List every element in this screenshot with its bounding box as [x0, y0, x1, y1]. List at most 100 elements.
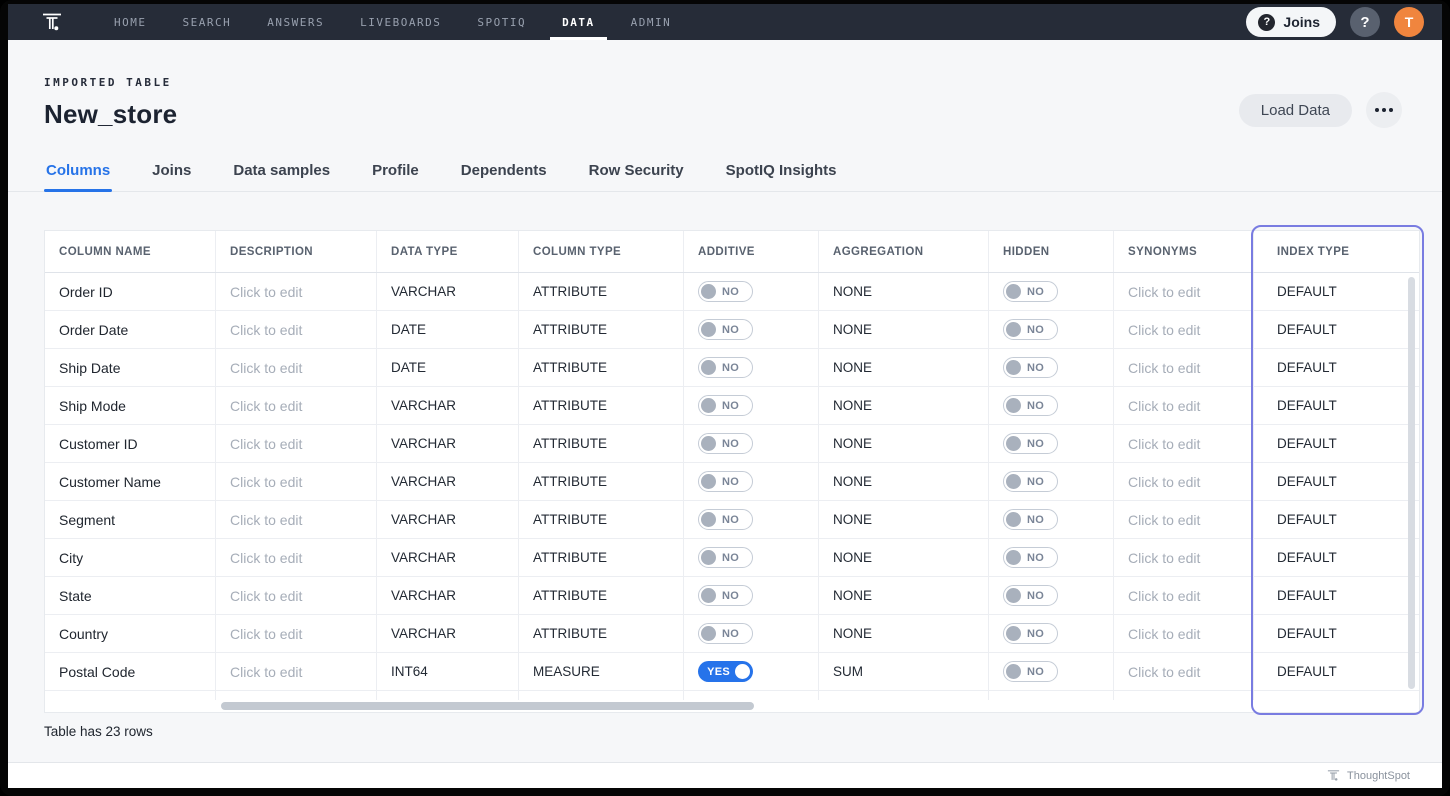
nav-item-search[interactable]: SEARCH: [182, 15, 232, 29]
nav-item-liveboards[interactable]: LIVEBOARDS: [360, 15, 442, 29]
tab-data-samples[interactable]: Data samples: [233, 162, 331, 179]
description-cell[interactable]: Click to edit: [230, 283, 303, 300]
additive-toggle-label: NO: [722, 551, 740, 564]
column-type-cell[interactable]: ATTRIBUTE: [533, 322, 607, 337]
additive-toggle[interactable]: NO: [698, 395, 753, 416]
hidden-toggle[interactable]: NO: [1003, 661, 1058, 682]
hidden-toggle[interactable]: NO: [1003, 319, 1058, 340]
column-type-cell[interactable]: ATTRIBUTE: [533, 398, 607, 413]
synonyms-cell[interactable]: Click to edit: [1128, 511, 1201, 528]
synonyms-cell[interactable]: Click to edit: [1128, 283, 1201, 300]
synonyms-cell[interactable]: Click to edit: [1128, 473, 1201, 490]
hidden-toggle[interactable]: NO: [1003, 585, 1058, 606]
more-menu-button[interactable]: [1366, 92, 1402, 128]
additive-toggle[interactable]: NO: [698, 509, 753, 530]
column-name-cell[interactable]: Postal Code: [59, 663, 136, 680]
description-cell[interactable]: Click to edit: [230, 549, 303, 566]
nav-item-answers[interactable]: ANSWERS: [267, 15, 325, 29]
tab-columns[interactable]: Columns: [44, 156, 113, 192]
hidden-toggle[interactable]: NO: [1003, 547, 1058, 568]
load-data-button[interactable]: Load Data: [1238, 93, 1352, 127]
hidden-toggle[interactable]: NO: [1003, 395, 1058, 416]
nav-item-home[interactable]: HOME: [114, 15, 147, 29]
additive-toggle[interactable]: NO: [698, 357, 753, 378]
vertical-scrollbar-thumb[interactable]: [1408, 277, 1415, 689]
column-type-cell[interactable]: ATTRIBUTE: [533, 436, 607, 451]
additive-toggle[interactable]: NO: [698, 433, 753, 454]
additive-toggle[interactable]: NO: [698, 319, 753, 340]
additive-toggle[interactable]: YES: [698, 661, 753, 682]
column-type-cell[interactable]: ATTRIBUTE: [533, 588, 607, 603]
column-type-cell[interactable]: MEASURE: [533, 664, 600, 679]
aggregation-cell[interactable]: NONE: [833, 360, 873, 375]
joins-button[interactable]: ? Joins: [1246, 7, 1336, 37]
description-cell[interactable]: Click to edit: [230, 321, 303, 338]
column-name-cell[interactable]: Ship Date: [59, 359, 121, 376]
column-name-cell[interactable]: Customer ID: [59, 435, 138, 452]
additive-toggle[interactable]: NO: [698, 281, 753, 302]
synonyms-cell[interactable]: Click to edit: [1128, 625, 1201, 642]
synonyms-cell[interactable]: Click to edit: [1128, 397, 1201, 414]
user-avatar[interactable]: T: [1394, 7, 1424, 37]
aggregation-cell[interactable]: NONE: [833, 436, 873, 451]
column-type-cell[interactable]: ATTRIBUTE: [533, 550, 607, 565]
synonyms-cell[interactable]: Click to edit: [1128, 359, 1201, 376]
tab-spotiq-insights[interactable]: SpotIQ Insights: [725, 162, 837, 179]
synonyms-cell[interactable]: Click to edit: [1128, 587, 1201, 604]
hidden-toggle[interactable]: NO: [1003, 281, 1058, 302]
additive-toggle[interactable]: NO: [698, 471, 753, 492]
description-cell[interactable]: Click to edit: [230, 625, 303, 642]
hidden-toggle[interactable]: NO: [1003, 471, 1058, 492]
hidden-toggle[interactable]: NO: [1003, 509, 1058, 530]
additive-toggle[interactable]: NO: [698, 585, 753, 606]
column-name-cell[interactable]: Order Date: [59, 321, 129, 338]
column-type-cell[interactable]: ATTRIBUTE: [533, 284, 607, 299]
synonyms-cell[interactable]: Click to edit: [1128, 663, 1201, 680]
column-type-cell[interactable]: ATTRIBUTE: [533, 360, 607, 375]
nav-item-admin[interactable]: ADMIN: [630, 15, 672, 29]
description-cell[interactable]: Click to edit: [230, 397, 303, 414]
aggregation-cell[interactable]: NONE: [833, 512, 873, 527]
tab-dependents[interactable]: Dependents: [460, 162, 547, 179]
aggregation-cell[interactable]: NONE: [833, 284, 873, 299]
aggregation-cell[interactable]: NONE: [833, 398, 873, 413]
synonyms-cell[interactable]: Click to edit: [1128, 549, 1201, 566]
column-name-cell[interactable]: Ship Mode: [59, 397, 126, 414]
nav-item-spotiq[interactable]: SPOTIQ: [477, 15, 527, 29]
synonyms-cell[interactable]: Click to edit: [1128, 321, 1201, 338]
description-cell[interactable]: Click to edit: [230, 359, 303, 376]
description-cell[interactable]: Click to edit: [230, 663, 303, 680]
additive-toggle[interactable]: NO: [698, 623, 753, 644]
aggregation-cell[interactable]: NONE: [833, 322, 873, 337]
hidden-toggle[interactable]: NO: [1003, 357, 1058, 378]
column-type-cell[interactable]: ATTRIBUTE: [533, 626, 607, 641]
tab-profile[interactable]: Profile: [372, 162, 419, 179]
column-name-cell[interactable]: Order ID: [59, 283, 113, 300]
column-type-cell[interactable]: ATTRIBUTE: [533, 512, 607, 527]
column-name-cell[interactable]: Customer Name: [59, 473, 161, 490]
tab-row-security[interactable]: Row Security: [588, 162, 684, 179]
hidden-toggle[interactable]: NO: [1003, 623, 1058, 644]
aggregation-cell[interactable]: NONE: [833, 588, 873, 603]
synonyms-cell[interactable]: Click to edit: [1128, 435, 1201, 452]
aggregation-cell[interactable]: NONE: [833, 626, 873, 641]
hidden-toggle[interactable]: NO: [1003, 433, 1058, 454]
thoughtspot-logo[interactable]: [8, 4, 96, 40]
horizontal-scrollbar-thumb[interactable]: [221, 702, 754, 710]
aggregation-cell[interactable]: NONE: [833, 550, 873, 565]
description-cell[interactable]: Click to edit: [230, 435, 303, 452]
aggregation-cell[interactable]: SUM: [833, 664, 863, 679]
additive-toggle[interactable]: NO: [698, 547, 753, 568]
column-type-cell[interactable]: ATTRIBUTE: [533, 474, 607, 489]
aggregation-cell[interactable]: NONE: [833, 474, 873, 489]
column-name-cell[interactable]: City: [59, 549, 84, 566]
nav-item-data[interactable]: DATA: [544, 4, 613, 40]
description-cell[interactable]: Click to edit: [230, 473, 303, 490]
column-name-cell[interactable]: Segment: [59, 511, 116, 528]
description-cell[interactable]: Click to edit: [230, 511, 303, 528]
column-name-cell[interactable]: Country: [59, 625, 109, 642]
column-name-cell[interactable]: State: [59, 587, 92, 604]
help-button[interactable]: ?: [1350, 7, 1380, 37]
description-cell[interactable]: Click to edit: [230, 587, 303, 604]
tab-joins[interactable]: Joins: [152, 162, 192, 179]
